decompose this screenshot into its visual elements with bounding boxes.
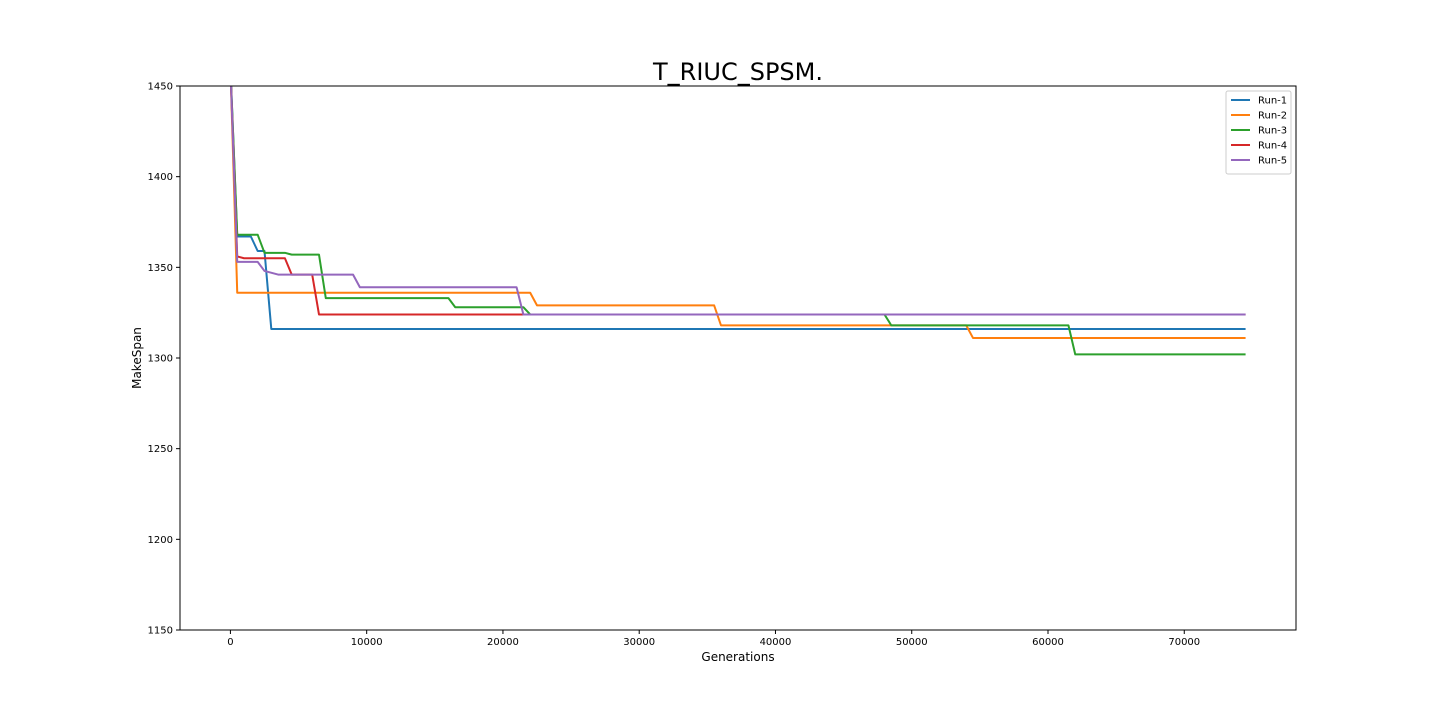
series-lines [229, 86, 1246, 356]
legend-label: Run-2 [1258, 111, 1287, 122]
y-tick-label: 1250 [148, 444, 173, 455]
legend-label: Run-5 [1258, 156, 1287, 167]
legend-box [1225, 90, 1292, 175]
x-tick-label: 50000 [896, 637, 928, 648]
y-axis-ticks: 1150 1200 1250 1300 1350 1400 1450 [148, 82, 180, 637]
chart-title: T_RIUC_SPSM. [652, 58, 823, 86]
series-line-run-5 [230, 86, 1246, 316]
y-tick-label: 1150 [148, 626, 173, 637]
legend-label: Run-4 [1258, 141, 1287, 152]
y-tick-label: 1200 [148, 535, 173, 546]
y-axis-label: MakeSpan [130, 327, 144, 389]
series-line-run-3 [230, 86, 1246, 356]
y-tick-label: 1450 [148, 82, 173, 93]
legend-label: Run-3 [1258, 126, 1287, 137]
x-axis-ticks: 0 10000 20000 30000 40000 50000 60000 70000 [227, 630, 1200, 648]
y-tick-label: 1300 [148, 354, 173, 365]
legend-label: Run-1 [1258, 96, 1287, 107]
x-tick-label: 20000 [487, 637, 519, 648]
x-tick-label: 40000 [760, 637, 792, 648]
x-axis-label: Generations [701, 650, 774, 664]
y-tick-label: 1400 [148, 172, 173, 183]
plot-frame [179, 85, 1297, 631]
series-line-run-4 [230, 86, 1246, 316]
x-tick-label: 0 [227, 637, 233, 648]
y-tick-label: 1350 [148, 263, 173, 274]
x-tick-label: 60000 [1032, 637, 1064, 648]
series-line-run-2 [229, 86, 1246, 340]
x-tick-label: 10000 [351, 637, 383, 648]
x-tick-label: 30000 [623, 637, 655, 648]
x-tick-label: 70000 [1168, 637, 1200, 648]
legend: Run-1 Run-2 Run-3 Run-4 Run-5 [1225, 90, 1292, 175]
